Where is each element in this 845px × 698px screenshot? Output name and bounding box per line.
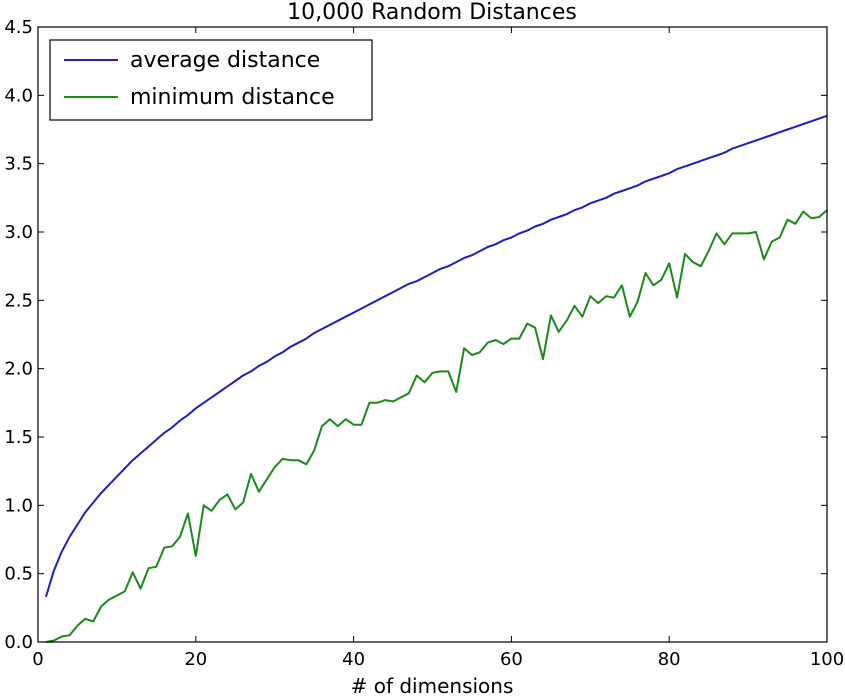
legend-label-minimum-distance: minimum distance xyxy=(130,85,335,110)
y-tick-label: 2.0 xyxy=(4,359,33,380)
y-tick-label: 3.5 xyxy=(4,154,33,175)
y-tick-label: 2.5 xyxy=(4,290,33,311)
x-axis-label: # of dimensions xyxy=(351,674,514,698)
chart-title: 10,000 Random Distances xyxy=(287,0,577,25)
series-layer xyxy=(44,114,828,643)
x-tick-label: 0 xyxy=(32,649,43,670)
y-tick-label: 0.5 xyxy=(4,564,33,585)
x-tick-label: 100 xyxy=(810,649,844,670)
x-axis: 0 20 40 60 80 100 xyxy=(32,27,844,670)
y-tick-label: 3.0 xyxy=(4,222,33,243)
plot-area xyxy=(37,26,828,643)
y-tick-label: 4.5 xyxy=(4,17,33,38)
x-tick-label: 60 xyxy=(500,649,523,670)
series-line-minimum-distance xyxy=(45,209,828,643)
y-tick-label: 1.5 xyxy=(4,427,33,448)
legend-frame xyxy=(49,39,373,121)
y-tick-label: 1.0 xyxy=(4,495,33,516)
x-tick-label: 20 xyxy=(184,649,207,670)
y-tick-label: 4.0 xyxy=(4,85,33,106)
legend: average distance minimum distance xyxy=(49,39,373,121)
series-line-average-distance xyxy=(44,114,828,598)
x-tick-label: 40 xyxy=(342,649,365,670)
y-tick-label: 0.0 xyxy=(4,632,33,653)
legend-label-average-distance: average distance xyxy=(130,48,320,73)
y-axis: 0.0 0.5 1.0 1.5 2.0 2.5 3.0 3.5 4.0 4.5 xyxy=(4,17,827,653)
x-tick-label: 80 xyxy=(658,649,681,670)
